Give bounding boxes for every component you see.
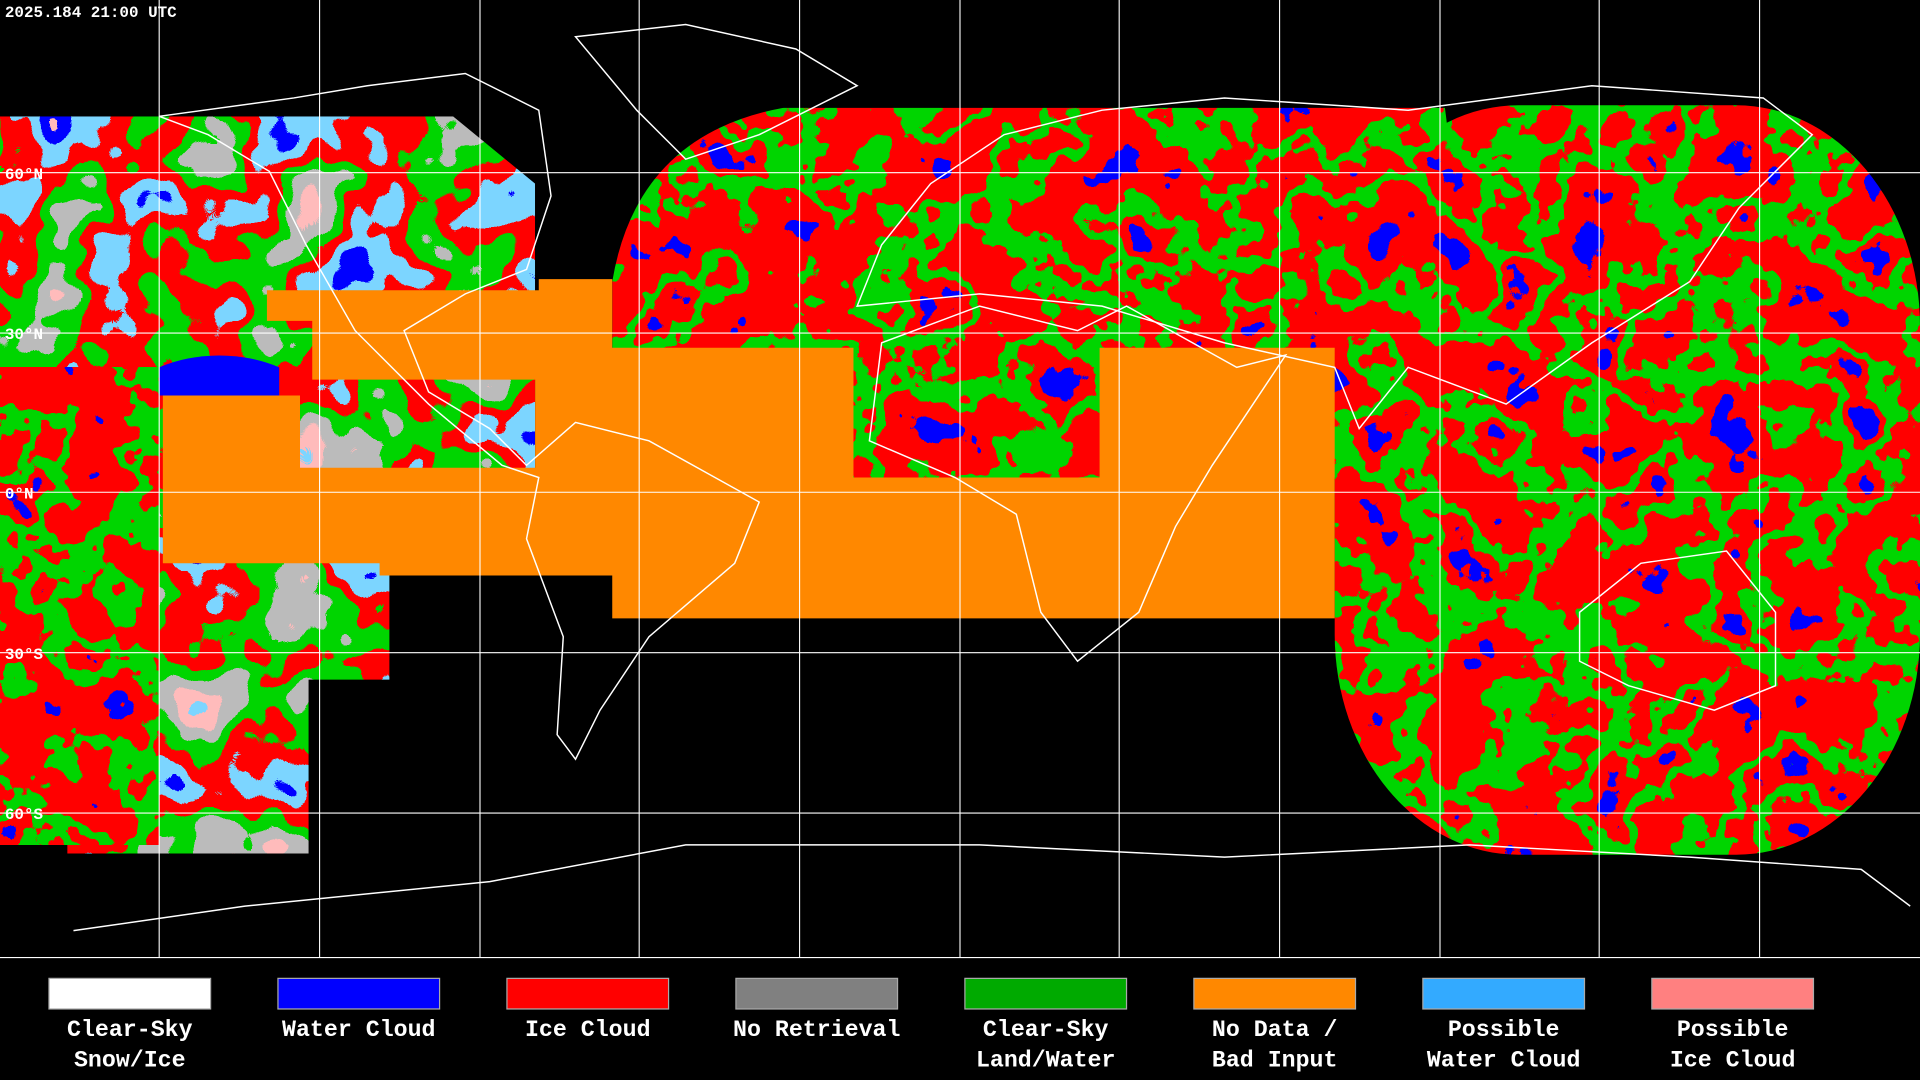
asia-australia-imagery	[1334, 105, 1920, 855]
legend-label: Land/Water	[976, 1048, 1116, 1074]
legend-label: Clear-Sky	[983, 1017, 1109, 1043]
pacific-blue-cap	[159, 355, 280, 396]
latitude-labels: 60°N 30°N 0°N 30°S 60°S	[5, 166, 44, 824]
latitude-label: 30°S	[5, 646, 44, 664]
legend-label: Water Cloud	[1427, 1048, 1580, 1074]
legend-swatch	[48, 977, 212, 1010]
legend-label: Possible	[1677, 1017, 1789, 1043]
legend-label: Clear-Sky	[67, 1017, 193, 1043]
legend-label: No Data /	[1212, 1017, 1338, 1043]
legend-swatch	[964, 977, 1128, 1010]
legend-swatch	[735, 977, 899, 1010]
latitude-label: 60°N	[5, 166, 43, 184]
legend-swatch	[1422, 977, 1586, 1010]
latitude-label: 60°S	[5, 806, 44, 824]
timestamp: 2025.184 21:00 UTC	[5, 4, 177, 22]
legend-label: Possible	[1448, 1017, 1560, 1043]
latitude-label: 30°N	[5, 326, 43, 344]
legend-swatch	[1193, 977, 1357, 1010]
legend-label: Water Cloud	[282, 1017, 435, 1043]
no-data-region	[162, 279, 1335, 619]
legend-label: No Retrieval	[733, 1017, 900, 1043]
latitude-label: 0°N	[5, 485, 34, 503]
legend-label: Ice Cloud	[525, 1017, 651, 1043]
legend-label: Bad Input	[1212, 1048, 1338, 1074]
pacific-west-imagery	[0, 367, 160, 845]
legend-label: Snow/Ice	[74, 1048, 186, 1074]
legend-swatch	[1651, 977, 1815, 1010]
legend-label: Ice Cloud	[1670, 1048, 1796, 1074]
legend-swatch	[277, 977, 441, 1010]
coastlines	[73, 23, 1911, 932]
graticule	[0, 0, 1920, 958]
legend-swatch	[506, 977, 670, 1010]
legend: Clear-Sky Snow/Ice Water Cloud Ice Cloud No …	[48, 977, 1815, 1074]
